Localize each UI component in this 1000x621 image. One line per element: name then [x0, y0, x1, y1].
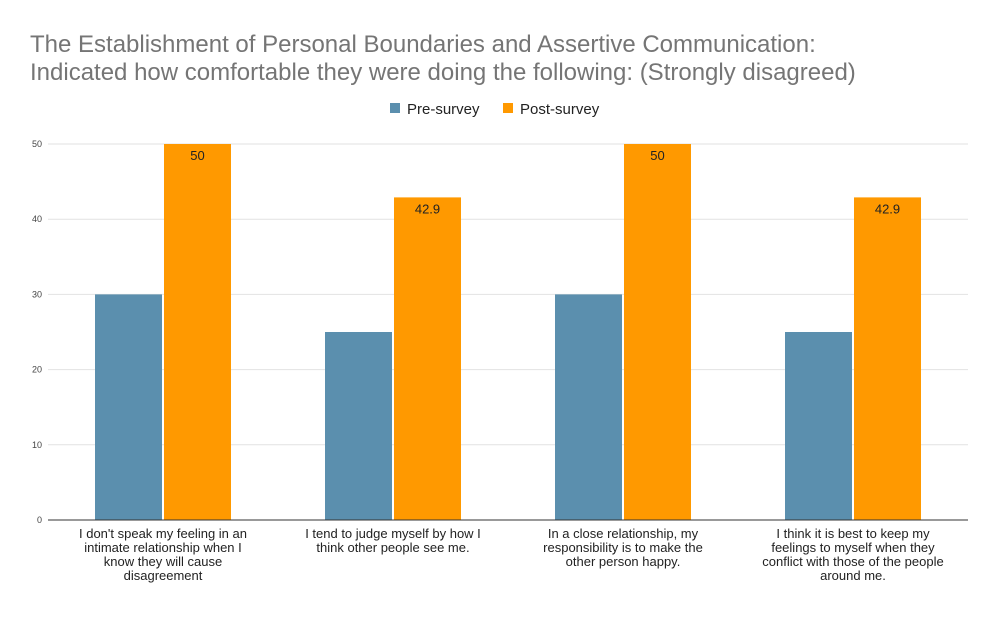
y-axis-ticks: 0 10 20 30 40 50	[32, 139, 42, 525]
y-tick-label: 50	[32, 139, 42, 149]
bars	[95, 144, 921, 520]
bar-pre-survey	[555, 294, 622, 520]
x-category-label: think other people see me.	[316, 540, 469, 555]
bar-post-survey	[394, 197, 461, 520]
data-label: 42.9	[875, 201, 900, 216]
data-label: 42.9	[415, 201, 440, 216]
bar-post-survey	[624, 144, 691, 520]
chart-title-line-1: The Establishment of Personal Boundaries…	[30, 31, 816, 58]
x-category-label: intimate relationship when I	[84, 540, 242, 555]
bar-post-survey	[854, 197, 921, 520]
data-labels: 50 42.9 50 42.9	[190, 148, 900, 216]
y-tick-label: 10	[32, 440, 42, 450]
x-category-label: feelings to myself when they	[771, 540, 935, 555]
x-category-label: I don't speak my feeling in an	[79, 526, 247, 541]
x-category-label: I tend to judge myself by how I	[305, 526, 481, 541]
x-category-label: conflict with those of the people	[762, 554, 943, 569]
data-label: 50	[190, 148, 204, 163]
bar-pre-survey	[325, 332, 392, 520]
y-tick-label: 0	[37, 515, 42, 525]
x-category-label: other person happy.	[566, 554, 681, 569]
x-category-label: I think it is best to keep my	[776, 526, 930, 541]
x-category-label: disagreement	[124, 568, 203, 583]
legend-swatch-post-survey	[503, 103, 513, 113]
legend-label-pre-survey: Pre-survey	[407, 101, 480, 118]
chart-title-line-2: Indicated how comfortable they were doin…	[30, 59, 856, 86]
x-category-label: know they will cause	[104, 554, 223, 569]
chart-title: The Establishment of Personal Boundaries…	[30, 31, 856, 86]
legend-label-post-survey: Post-survey	[520, 101, 600, 118]
x-category-label: around me.	[820, 568, 886, 583]
legend-swatch-pre-survey	[390, 103, 400, 113]
y-tick-label: 30	[32, 289, 42, 299]
x-category-label: In a close relationship, my	[548, 526, 699, 541]
data-label: 50	[650, 148, 664, 163]
y-tick-label: 40	[32, 214, 42, 224]
bar-post-survey	[164, 144, 231, 520]
chart-legend: Pre-survey Post-survey	[390, 101, 600, 118]
bar-pre-survey	[785, 332, 852, 520]
x-category-label: responsibility is to make the	[543, 540, 703, 555]
y-tick-label: 20	[32, 365, 42, 375]
bar-pre-survey	[95, 294, 162, 520]
